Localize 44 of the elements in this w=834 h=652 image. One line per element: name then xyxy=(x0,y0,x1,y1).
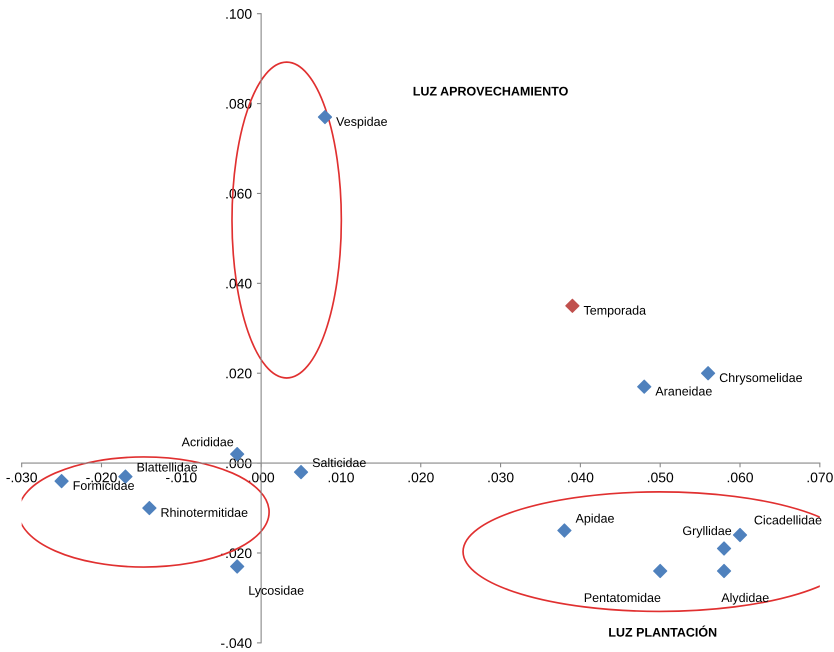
point xyxy=(700,366,716,380)
point xyxy=(653,564,668,578)
point xyxy=(557,523,572,538)
x-tick-label: .010 xyxy=(328,472,354,482)
point xyxy=(732,528,748,542)
data-label: Blattellidae xyxy=(138,462,198,472)
point xyxy=(230,559,244,574)
data-label: Araneidae xyxy=(655,386,712,396)
point xyxy=(142,500,157,516)
x-tick-label: .000 xyxy=(248,472,274,482)
y-tick-label: -.040 xyxy=(221,638,252,648)
x-tick-label: .020 xyxy=(408,472,434,482)
data-label: Salticidae xyxy=(312,458,366,468)
data-label: Cicadellidae xyxy=(754,515,822,524)
point xyxy=(637,380,652,394)
point xyxy=(54,474,69,488)
data-label: Gryllidae xyxy=(683,526,732,538)
annotation: LUZ PLANTACIÓN xyxy=(609,626,716,637)
data-label: Acrididae xyxy=(182,437,234,446)
x-tick-label: .070 xyxy=(808,472,833,482)
data-label: Chrysomelidae xyxy=(720,372,802,385)
point xyxy=(716,564,732,578)
point xyxy=(565,298,580,313)
y-tick-label: .020 xyxy=(226,368,252,378)
y-tick-label: .100 xyxy=(226,9,252,19)
point xyxy=(294,464,308,480)
data-label: Temporada xyxy=(584,306,646,318)
x-tick-label: .040 xyxy=(568,472,594,482)
data-label: Formicidae xyxy=(74,480,134,490)
annotation: LUZ APROVECHAMIENTO xyxy=(414,86,568,96)
data-label: Rhinotermitidae xyxy=(162,508,248,517)
data-label: Vespidae xyxy=(336,116,387,128)
x-tick-label: .050 xyxy=(648,472,674,482)
data-label: Alydidae xyxy=(721,592,769,605)
point xyxy=(318,110,332,124)
x-tick-label: .060 xyxy=(728,472,753,482)
x-tick-label: -.010 xyxy=(166,472,197,482)
point xyxy=(716,541,732,556)
data-label: Lycosidae xyxy=(249,586,304,598)
x-tick-label: .030 xyxy=(488,472,514,482)
x-tick-label: -.020 xyxy=(86,472,117,482)
x-tick-label: -.030 xyxy=(6,472,37,482)
data-label: Pentatomidae xyxy=(584,592,660,602)
data-label: Apidae xyxy=(576,514,614,526)
